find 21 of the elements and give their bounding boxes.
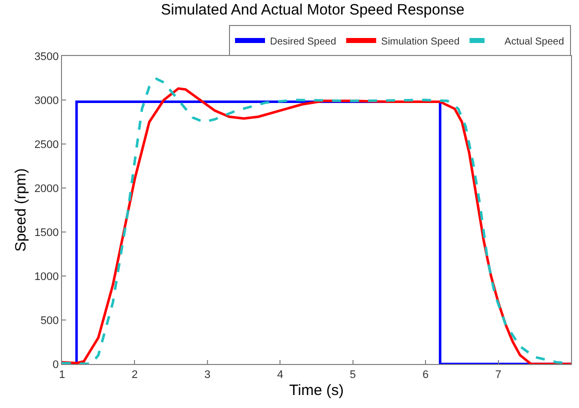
y-tick-label: 2000 (34, 182, 59, 195)
x-axis-title: Time (s) (289, 382, 344, 400)
y-tick-label: 0 (52, 358, 59, 371)
y-axis-title: Speed (rpm) (12, 168, 30, 252)
x-tick-label: 1 (58, 369, 66, 382)
y-tick-label: 3500 (34, 50, 59, 63)
x-tick-label: 7 (495, 369, 502, 382)
x-tick-label: 6 (422, 369, 429, 382)
x-tick-label: 3 (204, 369, 210, 382)
chart-title: Simulated And Actual Motor Speed Response (160, 2, 464, 19)
legend-label: Desired Speed (270, 36, 336, 48)
y-tick-label: 2500 (34, 138, 59, 151)
y-tick-label: 1000 (34, 270, 59, 283)
x-tick-label: 5 (350, 369, 356, 382)
y-tick-label: 3000 (34, 94, 59, 107)
y-tick-label: 1500 (34, 226, 59, 239)
y-tick-label: 500 (40, 314, 59, 327)
legend-label: Simulation Speed (381, 36, 460, 48)
x-tick-label: 2 (132, 369, 138, 382)
x-tick-label: 4 (277, 369, 284, 382)
legend-label: Actual Speed (504, 36, 564, 48)
